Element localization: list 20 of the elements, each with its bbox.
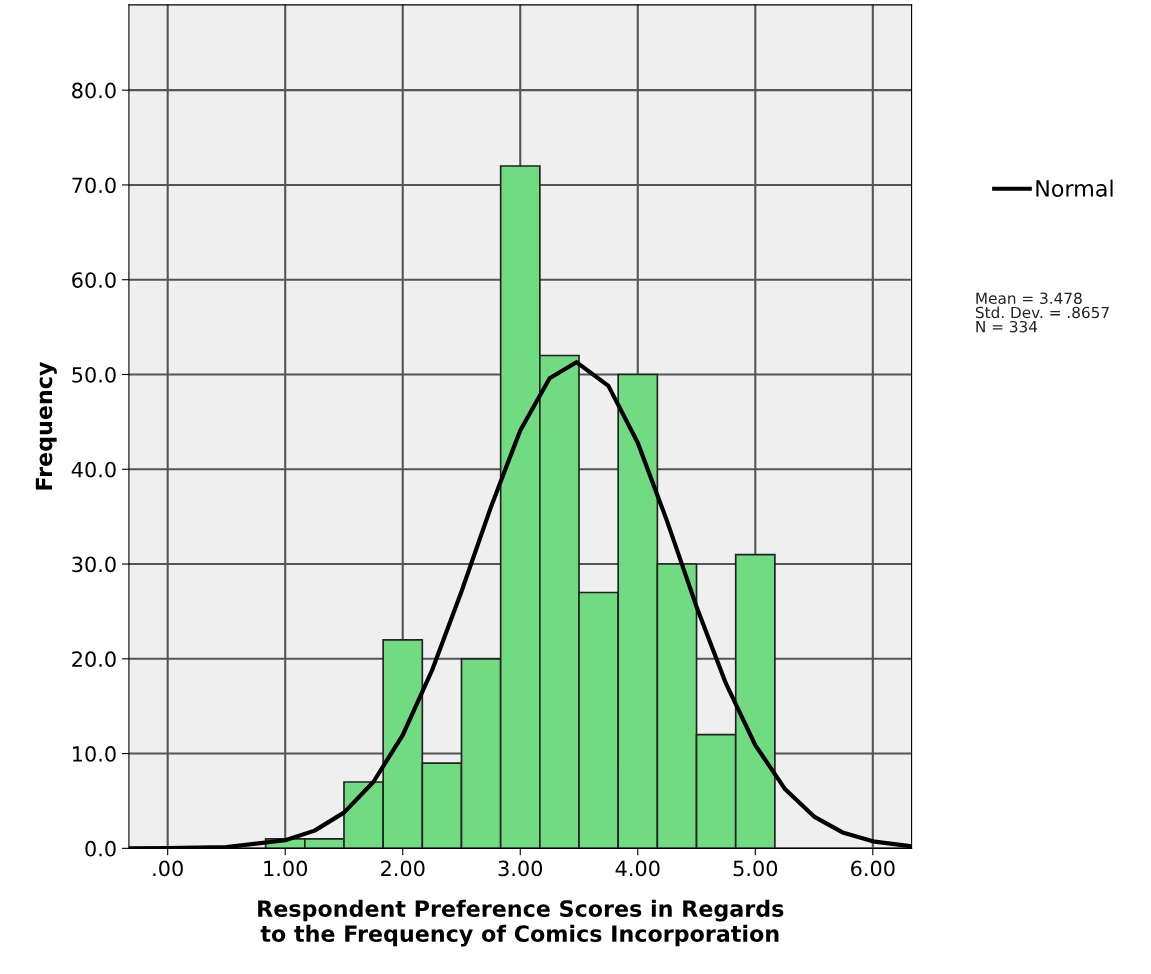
y-axis-title: Frequency <box>35 361 57 490</box>
x-tick-label: 1.00 <box>264 860 308 877</box>
y-tick-label: 30.0 <box>72 556 116 573</box>
y-tick-label: 10.0 <box>73 746 116 762</box>
legend-label: Normal <box>1036 179 1113 197</box>
x-tick-label: 2.00 <box>381 860 425 877</box>
x-tick-label: .00 <box>153 860 183 877</box>
y-tick-label: 80.0 <box>72 82 116 99</box>
y-tick-label: 50.0 <box>72 366 116 383</box>
x-axis-title: Respondent Preference Scores in Regards to the Frequency of Comics Incorporation <box>258 899 784 947</box>
y-tick-label: 40.0 <box>71 461 116 478</box>
x-tick-label: 6.00 <box>851 860 895 877</box>
y-tick-label: 70.0 <box>72 177 116 194</box>
y-tick-label: 0.0 <box>85 840 116 857</box>
y-tick-label: 20.0 <box>72 651 116 668</box>
text: Mean = 3.478 Std. Dev. = .8657 N = 334 <box>975 292 1109 333</box>
y-tick-label: 60.0 <box>72 272 116 288</box>
x-tick-label: 5.00 <box>733 860 778 877</box>
x-tick-label: 4.00 <box>615 860 660 877</box>
x-tick-label: 3.00 <box>498 860 543 877</box>
